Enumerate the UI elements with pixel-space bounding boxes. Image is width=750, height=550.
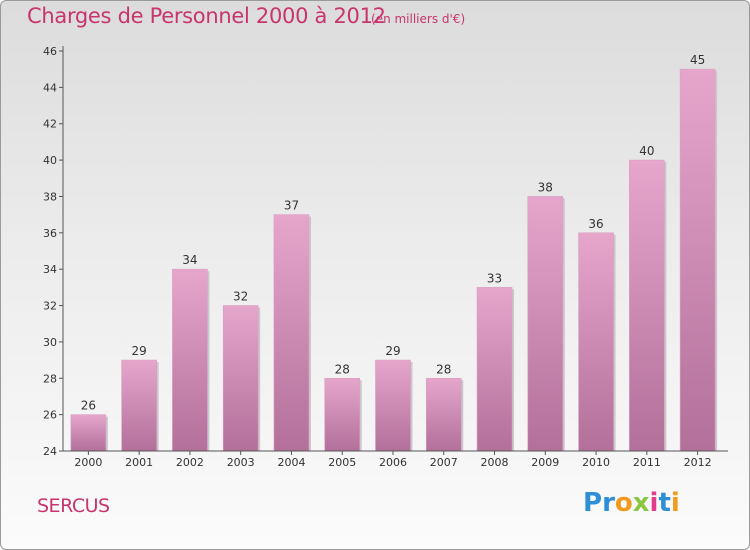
bar: [527, 196, 564, 452]
data-label: 33: [487, 271, 502, 285]
data-label: 29: [132, 344, 147, 358]
commune-name: SERCUS: [37, 495, 110, 517]
y-tick-label: 32: [43, 300, 57, 313]
data-label: 36: [588, 217, 603, 231]
x-tick-label: 2003: [227, 456, 255, 469]
y-tick-label: 38: [43, 190, 57, 203]
x-tick-label: 2008: [481, 456, 509, 469]
x-tick-label: 2002: [176, 456, 204, 469]
bar: [629, 159, 665, 452]
y-tick-label: 24: [43, 445, 57, 458]
chart-title: Charges de Personnel 2000 à 2012: [27, 4, 386, 28]
logo-letter: P: [583, 488, 603, 518]
data-label: 29: [385, 344, 400, 358]
x-tick-label: 2005: [328, 456, 356, 469]
y-tick-label: 46: [43, 45, 57, 58]
bar: [324, 377, 361, 452]
logo-letter: t: [658, 488, 671, 518]
bar: [375, 359, 411, 452]
bar: [578, 232, 614, 452]
chart-subtitle: (en milliers d'€): [371, 12, 466, 26]
logo-letter: i: [649, 488, 659, 518]
bar: [121, 359, 157, 452]
logo-letter: x: [632, 488, 650, 518]
x-tick-label: 2006: [379, 456, 407, 469]
y-tick-label: 34: [43, 263, 57, 276]
proxiti-logo: Proxiti: [583, 488, 680, 518]
data-label: 45: [690, 53, 705, 67]
x-tick-label: 2000: [74, 456, 102, 469]
y-tick-label: 30: [43, 336, 57, 349]
logo-letter: r: [602, 488, 615, 518]
y-tick-label: 44: [43, 81, 57, 94]
bar: [273, 214, 310, 452]
data-label: 32: [233, 290, 248, 304]
bar: [172, 268, 208, 452]
x-tick-label: 2011: [633, 456, 661, 469]
y-tick-label: 40: [43, 154, 57, 167]
x-tick-label: 2012: [684, 456, 712, 469]
bar: [70, 414, 107, 452]
y-tick-label: 42: [43, 118, 57, 131]
y-tick-label: 36: [43, 227, 57, 240]
data-label: 34: [182, 253, 197, 267]
x-tick-label: 2004: [277, 456, 305, 469]
x-tick-label: 2010: [582, 456, 610, 469]
data-label: 37: [284, 199, 299, 213]
bar: [679, 68, 716, 452]
data-label: 40: [639, 144, 654, 158]
bar: [425, 377, 462, 452]
y-tick-label: 26: [43, 409, 57, 422]
bar: [222, 305, 259, 452]
x-tick-label: 2007: [430, 456, 458, 469]
bar: [476, 287, 513, 452]
data-label: 26: [81, 399, 96, 413]
y-tick-label: 28: [43, 372, 57, 385]
data-label: 28: [436, 362, 451, 376]
data-label: 38: [538, 180, 553, 194]
logo-letter: o: [614, 488, 633, 518]
data-label: 28: [335, 362, 350, 376]
x-tick-label: 2009: [531, 456, 559, 469]
logo-letter: i: [670, 488, 680, 518]
x-tick-label: 2001: [125, 456, 153, 469]
